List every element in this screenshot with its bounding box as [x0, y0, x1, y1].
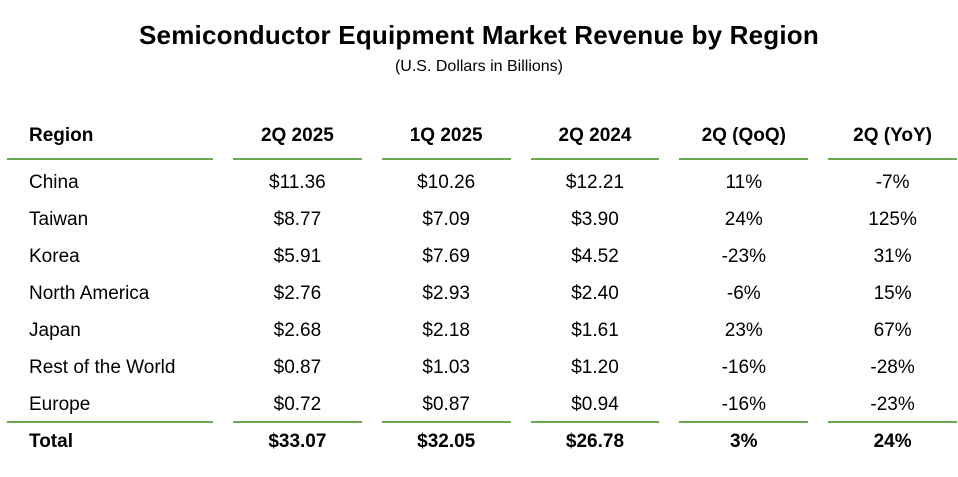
value-1q-2025: $1.03	[422, 357, 470, 378]
table-row-rest-of-world: Rest of the World $0.87 $1.03 $1.20 -16%…	[7, 349, 957, 386]
value-2q-2025: $2.76	[273, 283, 322, 304]
value-2q-2025: $11.36	[269, 172, 326, 193]
value-yoy: 67%	[873, 320, 912, 341]
value-2q-2025: $0.87	[273, 357, 322, 378]
value-1q-2025: $0.87	[381, 386, 511, 423]
total-1q-2025: $32.05	[417, 431, 476, 452]
table-row-taiwan: Taiwan $8.77 $7.09 $3.90 24% 125%	[7, 201, 957, 238]
table-header-row: Region 2Q 2025 1Q 2025 2Q 2024 2Q (QoQ) …	[7, 123, 957, 160]
total-2q-2025: $33.07	[268, 431, 327, 452]
value-qoq: -16%	[721, 357, 766, 378]
total-label: Total	[29, 431, 73, 452]
value-yoy: -23%	[828, 386, 957, 423]
value-2q-2024: $1.20	[571, 357, 619, 378]
table-row-china: China $11.36 $10.26 $12.21 11% -7%	[7, 160, 957, 201]
value-1q-2025: $7.09	[422, 209, 470, 230]
page-subtitle: (U.S. Dollars in Billions)	[394, 58, 564, 75]
column-header-2q-qoq: 2Q (QoQ)	[679, 123, 809, 160]
column-header-region: Region	[7, 123, 213, 160]
region-label: Taiwan	[29, 209, 89, 230]
page-title: Semiconductor Equipment Market Revenue b…	[139, 20, 819, 50]
value-2q-2024: $2.40	[571, 283, 619, 304]
value-2q-2024: $3.90	[571, 209, 619, 230]
value-yoy: 15%	[873, 283, 912, 304]
value-yoy: 125%	[868, 209, 917, 230]
column-header-2q-2024: 2Q 2024	[530, 123, 660, 160]
value-1q-2025: $7.69	[422, 246, 470, 267]
region-label: Japan	[29, 320, 81, 341]
value-2q-2024: $1.61	[571, 320, 619, 341]
value-qoq: -16%	[679, 386, 809, 423]
page: Semiconductor Equipment Market Revenue b…	[0, 20, 958, 477]
table-row-north-america: North America $2.76 $2.93 $2.40 -6% 15%	[7, 275, 957, 312]
value-1q-2025: $2.93	[422, 283, 470, 304]
revenue-table: Region 2Q 2025 1Q 2025 2Q 2024 2Q (QoQ) …	[7, 123, 957, 460]
total-qoq: 3%	[730, 431, 758, 452]
table-row-europe: Europe $0.72 $0.87 $0.94 -16% -23%	[7, 386, 957, 423]
value-2q-2025: $5.91	[273, 246, 322, 267]
value-2q-2025: $8.77	[273, 209, 322, 230]
value-qoq: 24%	[724, 209, 763, 230]
table-row-korea: Korea $5.91 $7.69 $4.52 -23% 31%	[7, 238, 957, 275]
value-2q-2024: $0.94	[530, 386, 660, 423]
column-header-2q-2025: 2Q 2025	[233, 123, 362, 160]
value-2q-2024: $12.21	[565, 172, 625, 193]
value-yoy: 31%	[873, 246, 912, 267]
value-2q-2025: $0.72	[233, 386, 362, 423]
column-header-1q-2025: 1Q 2025	[381, 123, 511, 160]
value-2q-2025: $2.68	[273, 320, 322, 341]
total-2q-2024: $26.78	[565, 431, 625, 452]
value-qoq: -23%	[721, 246, 766, 267]
value-qoq: -6%	[726, 283, 761, 304]
value-yoy: -28%	[870, 357, 915, 378]
table-row-japan: Japan $2.68 $2.18 $1.61 23% 67%	[7, 312, 957, 349]
region-label: China	[29, 172, 79, 193]
value-2q-2024: $4.52	[571, 246, 619, 267]
value-1q-2025: $2.18	[422, 320, 470, 341]
region-label: Europe	[7, 386, 213, 423]
value-yoy: -7%	[875, 172, 910, 193]
value-qoq: 23%	[724, 320, 763, 341]
region-label: Rest of the World	[29, 357, 176, 378]
value-1q-2025: $10.26	[417, 172, 476, 193]
value-qoq: 11%	[725, 172, 763, 193]
region-label: Korea	[29, 246, 80, 267]
column-header-2q-yoy: 2Q (YoY)	[828, 123, 957, 160]
region-label: North America	[29, 283, 150, 304]
table-row-total: Total $33.07 $32.05 $26.78 3% 24%	[7, 423, 957, 460]
total-yoy: 24%	[873, 431, 912, 452]
